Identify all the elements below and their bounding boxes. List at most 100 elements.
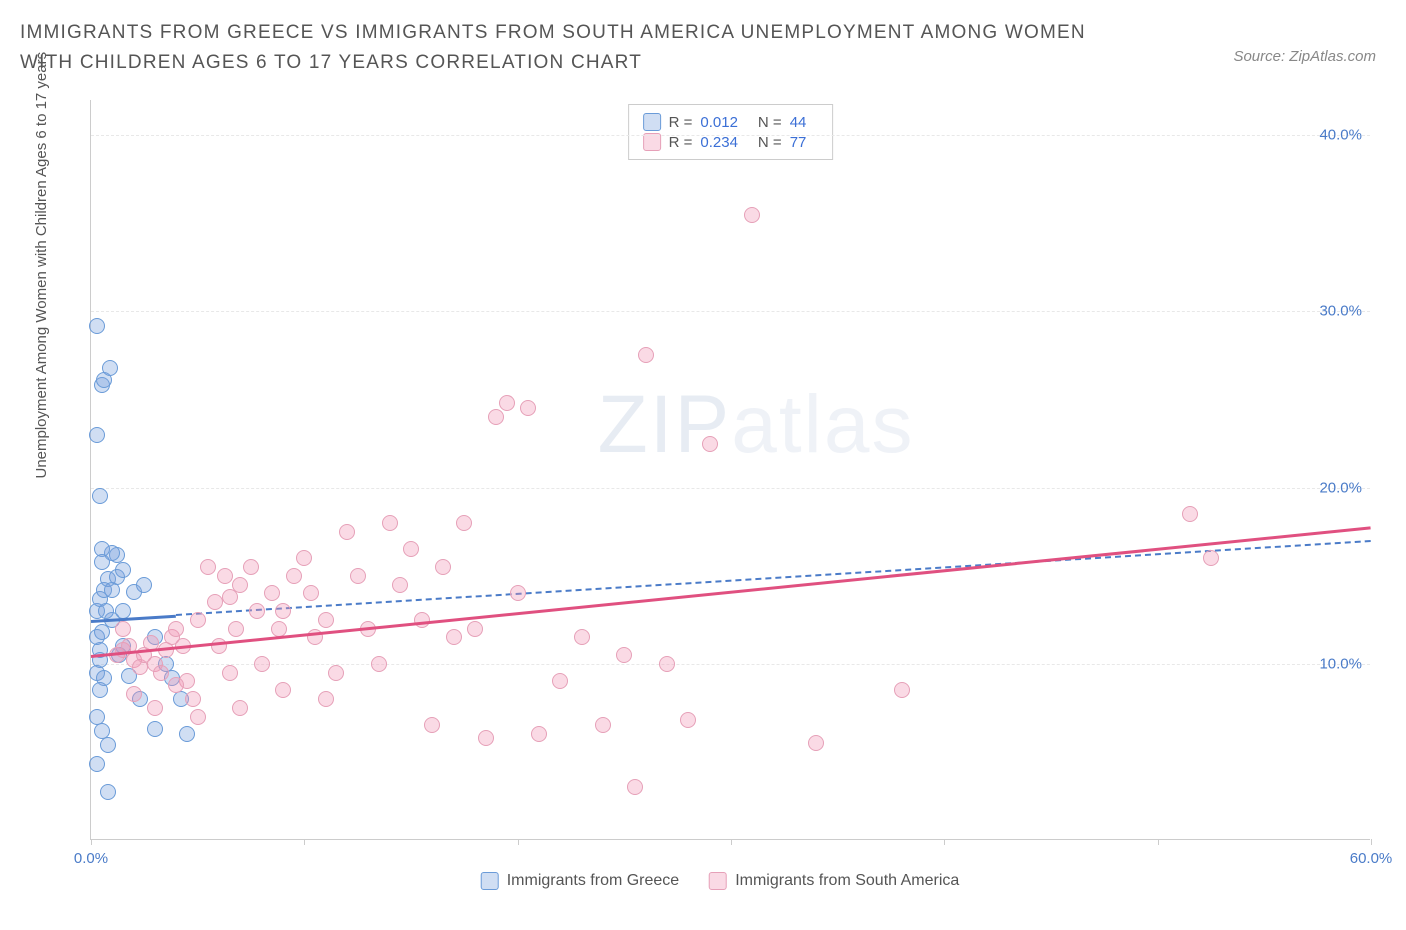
- data-point: [89, 756, 105, 772]
- r-value: 0.012: [700, 114, 738, 131]
- chart-title: IMMIGRANTS FROM GREECE VS IMMIGRANTS FRO…: [20, 18, 1120, 79]
- legend-swatch: [709, 872, 727, 890]
- legend-swatch: [643, 113, 661, 131]
- correlation-row: R = 0.012 N = 44: [643, 113, 819, 131]
- gridline: [91, 135, 1370, 136]
- data-point: [92, 682, 108, 698]
- data-point: [488, 409, 504, 425]
- data-point: [456, 515, 472, 531]
- data-point: [275, 603, 291, 619]
- x-tick-label: 0.0%: [74, 850, 108, 867]
- correlation-legend: R =0.012N =44R =0.234N =77: [628, 104, 834, 160]
- data-point: [328, 665, 344, 681]
- data-point: [296, 550, 312, 566]
- data-point: [339, 524, 355, 540]
- data-point: [1182, 506, 1198, 522]
- data-point: [185, 691, 201, 707]
- data-point: [232, 577, 248, 593]
- data-point: [595, 717, 611, 733]
- data-point: [552, 673, 568, 689]
- data-point: [92, 488, 108, 504]
- data-point: [232, 700, 248, 716]
- data-point: [680, 712, 696, 728]
- legend-item: Immigrants from Greece: [481, 872, 679, 890]
- y-axis-label: Unemployment Among Women with Children A…: [33, 52, 50, 479]
- n-value: 44: [790, 114, 807, 131]
- data-point: [190, 709, 206, 725]
- trend-line: [91, 526, 1371, 658]
- data-point: [94, 554, 110, 570]
- data-point: [435, 559, 451, 575]
- data-point: [894, 682, 910, 698]
- data-point: [100, 784, 116, 800]
- data-point: [243, 559, 259, 575]
- data-point: [808, 735, 824, 751]
- y-tick-label: 30.0%: [1319, 303, 1362, 320]
- data-point: [627, 779, 643, 795]
- r-label: R =: [669, 114, 693, 131]
- x-tick-mark: [1158, 839, 1159, 845]
- data-point: [659, 656, 675, 672]
- watermark: ZIPatlas: [598, 378, 915, 472]
- data-point: [499, 395, 515, 411]
- data-point: [520, 400, 536, 416]
- data-point: [638, 347, 654, 363]
- data-point: [222, 665, 238, 681]
- data-point: [115, 562, 131, 578]
- data-point: [98, 603, 114, 619]
- data-point: [616, 647, 632, 663]
- x-tick-mark: [1371, 839, 1372, 845]
- chart-area: Unemployment Among Women with Children A…: [60, 100, 1380, 860]
- data-point: [286, 568, 302, 584]
- gridline: [91, 311, 1370, 312]
- x-tick-mark: [731, 839, 732, 845]
- data-point: [249, 603, 265, 619]
- series-legend: Immigrants from Greece Immigrants from So…: [481, 872, 960, 890]
- data-point: [392, 577, 408, 593]
- x-tick-label: 60.0%: [1350, 850, 1393, 867]
- data-point: [179, 726, 195, 742]
- legend-label: Immigrants from Greece: [507, 872, 679, 890]
- data-point: [371, 656, 387, 672]
- data-point: [1203, 550, 1219, 566]
- data-point: [200, 559, 216, 575]
- data-point: [531, 726, 547, 742]
- scatter-plot: ZIPatlas R =0.012N =44R =0.234N =77 10.0…: [90, 100, 1370, 840]
- data-point: [467, 621, 483, 637]
- data-point: [89, 427, 105, 443]
- data-point: [228, 621, 244, 637]
- y-tick-label: 10.0%: [1319, 655, 1362, 672]
- x-tick-mark: [944, 839, 945, 845]
- gridline: [91, 488, 1370, 489]
- y-tick-label: 40.0%: [1319, 127, 1362, 144]
- data-point: [275, 682, 291, 698]
- data-point: [318, 612, 334, 628]
- data-point: [207, 594, 223, 610]
- data-point: [424, 717, 440, 733]
- data-point: [510, 585, 526, 601]
- data-point: [217, 568, 233, 584]
- data-point: [702, 436, 718, 452]
- data-point: [153, 665, 169, 681]
- x-tick-mark: [304, 839, 305, 845]
- data-point: [89, 318, 105, 334]
- data-point: [147, 721, 163, 737]
- data-point: [271, 621, 287, 637]
- n-label: N =: [758, 114, 782, 131]
- data-point: [254, 656, 270, 672]
- legend-label: Immigrants from South America: [735, 872, 959, 890]
- data-point: [102, 360, 118, 376]
- legend-swatch: [481, 872, 499, 890]
- data-point: [147, 700, 163, 716]
- data-point: [100, 737, 116, 753]
- data-point: [744, 207, 760, 223]
- data-point: [403, 541, 419, 557]
- data-point: [478, 730, 494, 746]
- gridline: [91, 664, 1370, 665]
- data-point: [115, 621, 131, 637]
- data-point: [318, 691, 334, 707]
- data-point: [382, 515, 398, 531]
- data-point: [168, 677, 184, 693]
- data-point: [350, 568, 366, 584]
- x-tick-mark: [518, 839, 519, 845]
